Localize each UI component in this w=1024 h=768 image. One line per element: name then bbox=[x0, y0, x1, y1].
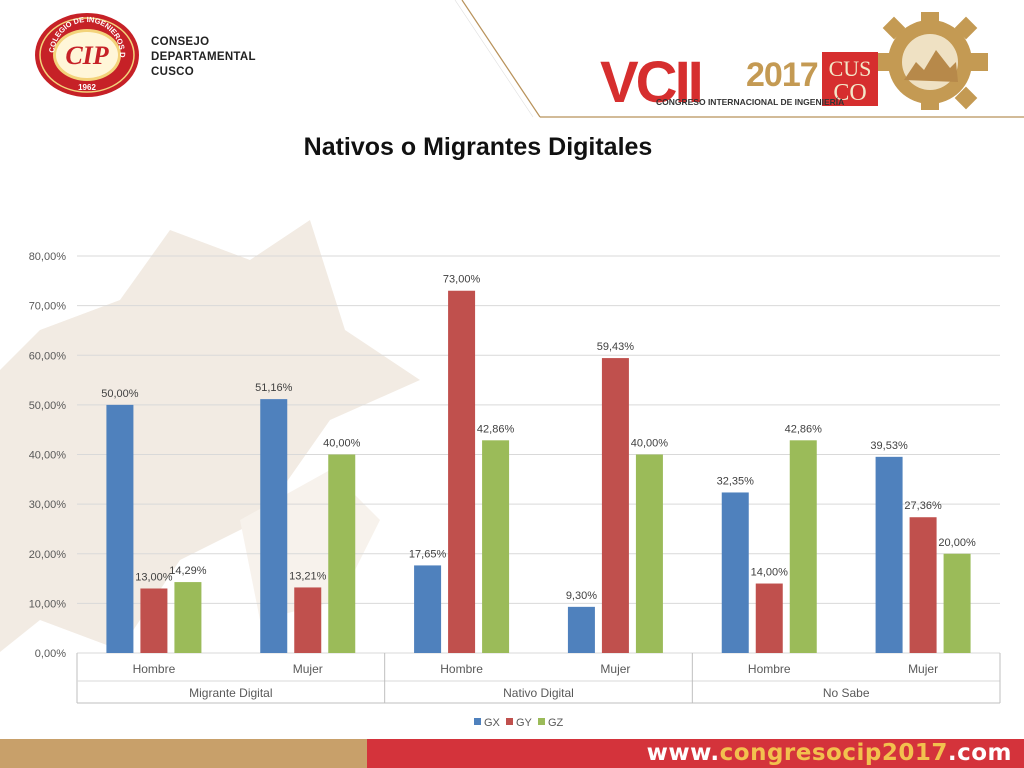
data-label: 40,00% bbox=[323, 438, 361, 450]
bar-gy bbox=[909, 517, 937, 653]
data-label: 13,21% bbox=[289, 570, 327, 582]
data-label: 51,16% bbox=[255, 382, 293, 394]
y-tick-label: 80,00% bbox=[29, 251, 67, 263]
data-label: 59,43% bbox=[597, 341, 635, 353]
legend-swatch bbox=[506, 718, 513, 725]
footer-band-left bbox=[0, 739, 367, 768]
council-line-2: DEPARTAMENTAL bbox=[151, 51, 256, 63]
bar-gx bbox=[106, 404, 134, 653]
footer-url-suffix: .com bbox=[947, 740, 1012, 766]
data-label: 9,30% bbox=[566, 590, 597, 602]
congress-brand-left: VCII bbox=[600, 50, 701, 110]
footer-url-prefix: www. bbox=[646, 740, 720, 766]
y-tick-label: 0,00% bbox=[35, 648, 66, 660]
bar-gz bbox=[174, 582, 202, 653]
x-group-label: No Sabe bbox=[823, 686, 870, 700]
council-line-1: CONSEJO bbox=[151, 36, 210, 48]
data-label: 13,00% bbox=[135, 571, 173, 583]
bar-gx bbox=[260, 399, 288, 653]
bar-gy bbox=[294, 587, 322, 653]
y-tick-label: 50,00% bbox=[29, 400, 67, 412]
congress-subtitle: CONGRESO INTERNACIONAL DE INGENIERÍA bbox=[656, 97, 844, 107]
bar-gz bbox=[482, 440, 510, 653]
data-label: 50,00% bbox=[101, 388, 139, 400]
y-tick-label: 60,00% bbox=[29, 350, 67, 362]
y-tick-label: 40,00% bbox=[29, 450, 67, 462]
x-group-label: Nativo Digital bbox=[503, 686, 574, 700]
footer-website-url: www.congresocip2017.com bbox=[647, 738, 1012, 768]
x-group-label: Migrante Digital bbox=[189, 686, 272, 700]
data-label: 42,86% bbox=[785, 423, 823, 435]
data-label: 42,86% bbox=[477, 423, 515, 435]
congress-year: 2017 bbox=[746, 56, 818, 94]
data-label: 14,00% bbox=[751, 567, 789, 579]
congress-logo: CUS CO VCII 2017 CONGRESO INTERNACIONAL … bbox=[600, 12, 988, 110]
bar-gx bbox=[414, 565, 442, 653]
data-label: 32,35% bbox=[717, 475, 755, 487]
data-label: 27,36% bbox=[904, 500, 942, 512]
data-label: 73,00% bbox=[443, 274, 481, 286]
bar-gx bbox=[875, 456, 903, 653]
bar-gx bbox=[567, 606, 595, 653]
x-category-label: Mujer bbox=[600, 662, 630, 676]
legend-swatch bbox=[538, 718, 545, 725]
seal-initials: CIP bbox=[65, 41, 109, 70]
congress-city-bottom: CO bbox=[833, 80, 866, 106]
bar-gx bbox=[721, 492, 749, 653]
x-category-label: Hombre bbox=[748, 662, 791, 676]
bar-gy bbox=[140, 588, 168, 653]
legend-label: GZ bbox=[548, 717, 564, 729]
x-category-label: Hombre bbox=[440, 662, 483, 676]
gear-icon bbox=[873, 12, 988, 110]
y-tick-label: 30,00% bbox=[29, 499, 67, 511]
legend-swatch bbox=[474, 718, 481, 725]
cip-seal-logo: COLEGIO DE INGENIEROS DEL PERU CIP 1962 bbox=[34, 12, 139, 97]
seal-year: 1962 bbox=[78, 83, 96, 92]
bar-gz bbox=[328, 454, 356, 653]
data-label: 39,53% bbox=[870, 440, 908, 452]
footer-band-right bbox=[367, 739, 1024, 768]
legend-label: GY bbox=[516, 717, 533, 729]
y-tick-label: 10,00% bbox=[29, 598, 67, 610]
y-tick-label: 70,00% bbox=[29, 301, 67, 313]
congress-city-top: CUS bbox=[829, 56, 872, 81]
data-label: 14,29% bbox=[169, 565, 207, 577]
x-category-label: Mujer bbox=[293, 662, 323, 676]
data-label: 20,00% bbox=[938, 537, 976, 549]
data-label: 17,65% bbox=[409, 548, 447, 560]
page-title: Nativos o Migrantes Digitales bbox=[303, 133, 653, 161]
council-name: CONSEJO DEPARTAMENTAL CUSCO bbox=[151, 35, 291, 80]
x-category-label: Hombre bbox=[133, 662, 176, 676]
bar-gy bbox=[448, 290, 476, 653]
bar-gz bbox=[635, 454, 663, 653]
bar-gz bbox=[789, 440, 817, 653]
bar-gy bbox=[601, 358, 629, 653]
x-category-label: Mujer bbox=[908, 662, 938, 676]
data-label: 40,00% bbox=[631, 438, 669, 450]
y-tick-label: 20,00% bbox=[29, 549, 67, 561]
council-line-3: CUSCO bbox=[151, 66, 195, 78]
footer-url-mid: congresocip2017 bbox=[719, 740, 948, 766]
bar-gz bbox=[943, 553, 971, 653]
header-accent-lines bbox=[454, 0, 1024, 118]
legend-label: GX bbox=[484, 717, 501, 729]
bar-gy bbox=[755, 583, 783, 653]
